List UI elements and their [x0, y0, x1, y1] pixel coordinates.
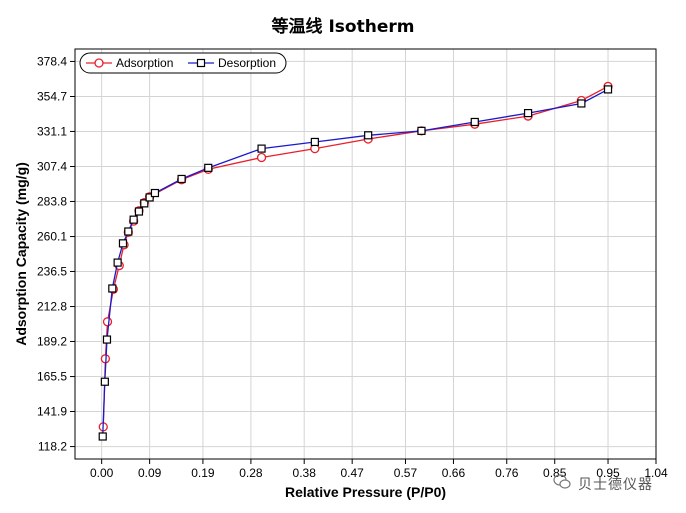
x-tick-label: 0.19 [191, 466, 215, 480]
x-tick-label: 0.95 [596, 466, 620, 480]
x-tick-label: 0.85 [543, 466, 567, 480]
desorption-point [364, 131, 373, 140]
desorption-point [310, 137, 319, 147]
watermark-text: 贝士德仪器 [578, 477, 653, 493]
desorption-point [204, 163, 213, 172]
x-tick-label: 0.09 [138, 466, 162, 480]
grid [75, 49, 657, 459]
adsorption-point [256, 152, 267, 163]
desorption-point [577, 99, 586, 108]
y-tick-label: 141.9 [37, 404, 67, 418]
desorption-point [257, 144, 266, 153]
y-tick-label: 378.4 [37, 54, 67, 68]
y-tick-label: 189.2 [37, 334, 67, 348]
desorption-point [523, 108, 533, 118]
desorption-series [98, 85, 613, 441]
legend-label: Adsorption [116, 56, 173, 70]
desorption-point [129, 215, 138, 224]
x-tick-label: 1.04 [644, 466, 668, 480]
y-tick-label: 283.8 [37, 194, 67, 208]
desorption-point [113, 258, 122, 267]
x-tick-label: 0.76 [495, 466, 519, 480]
desorption-point [177, 174, 186, 184]
desorption-point [140, 199, 149, 208]
legend-item-desorption: Desorption [188, 56, 276, 70]
adsorption-point [102, 317, 113, 327]
y-tick-label: 260.1 [37, 230, 67, 244]
plot-area [74, 48, 657, 460]
y-tick-label: 307.4 [37, 160, 67, 174]
desorption-point [470, 117, 479, 127]
legend-marker [196, 58, 206, 68]
x-tick-label: 0.00 [90, 466, 114, 480]
desorption-point [417, 126, 426, 135]
y-axis-title: Adsorption Capacity (mg/g) [13, 162, 29, 346]
legend-marker [94, 58, 104, 68]
x-tick-label: 0.38 [293, 466, 317, 480]
legend-item-adsorption: Adsorption [86, 56, 173, 70]
x-tick-labels: 0.00 0.09 0.19 0.28 0.38 0.47 0.57 0.66 0.76 0.85… [90, 466, 668, 480]
x-tick-label: 0.57 [394, 466, 418, 480]
y-tick-label: 212.8 [37, 300, 67, 314]
x-tick-label: 0.66 [442, 466, 466, 480]
x-axis-title: Relative Pressure (P/P0) [285, 484, 446, 500]
wechat-icon [553, 474, 571, 489]
desorption-point [102, 335, 112, 344]
series [98, 81, 613, 441]
desorption-point [603, 85, 613, 94]
x-tick-label: 0.28 [239, 466, 263, 480]
desorption-point [100, 377, 109, 386]
y-tick-labels: 118.2 141.9 165.5 189.2 212.8 236.5 260.1 283.8… [37, 54, 67, 453]
legend-box [79, 52, 287, 74]
desorption-point [124, 227, 133, 236]
legend-label: Desorption [218, 56, 276, 70]
y-tick-label: 354.7 [37, 90, 67, 104]
y-tick-label: 236.5 [37, 264, 67, 278]
y-tick-label: 165.5 [37, 370, 67, 384]
desorption-point [145, 193, 154, 202]
axis-ticks [70, 60, 657, 464]
adsorption-series [98, 81, 613, 432]
desorption-point [118, 239, 128, 248]
desorption-point [108, 284, 117, 293]
legend: Adsorption Desorption [79, 52, 287, 74]
desorption-point [98, 432, 107, 441]
y-tick-label: 331.1 [37, 124, 67, 138]
desorption-point [134, 207, 144, 216]
desorption-point [150, 188, 160, 198]
y-tick-label: 118.2 [38, 440, 67, 454]
x-tick-label: 0.47 [340, 466, 364, 480]
chart-title: 等温线 Isotherm [271, 17, 415, 37]
